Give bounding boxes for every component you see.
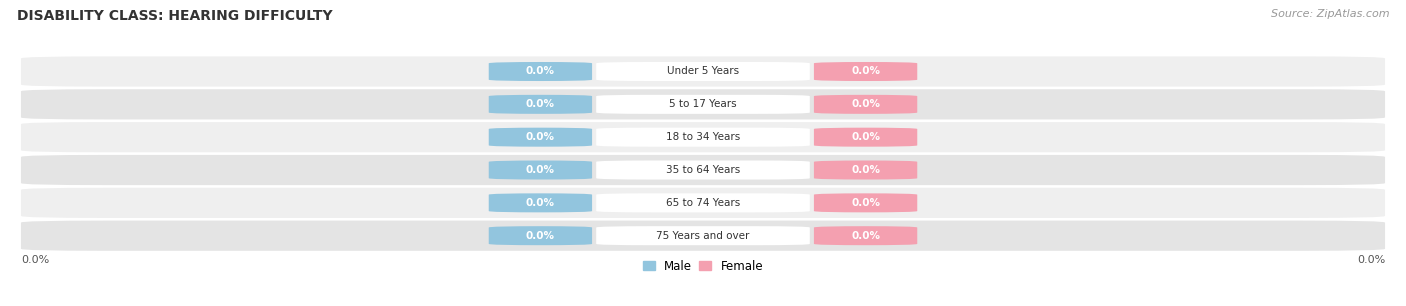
Text: 0.0%: 0.0% — [21, 255, 49, 265]
FancyBboxPatch shape — [489, 95, 592, 114]
Text: 0.0%: 0.0% — [526, 165, 555, 175]
FancyBboxPatch shape — [596, 128, 810, 147]
FancyBboxPatch shape — [21, 188, 1385, 218]
Text: 0.0%: 0.0% — [526, 231, 555, 241]
FancyBboxPatch shape — [489, 62, 592, 81]
Text: DISABILITY CLASS: HEARING DIFFICULTY: DISABILITY CLASS: HEARING DIFFICULTY — [17, 9, 332, 23]
FancyBboxPatch shape — [814, 62, 917, 81]
FancyBboxPatch shape — [814, 160, 917, 180]
Text: 0.0%: 0.0% — [526, 198, 555, 208]
Text: 0.0%: 0.0% — [851, 198, 880, 208]
Text: 18 to 34 Years: 18 to 34 Years — [666, 132, 740, 142]
Legend: Male, Female: Male, Female — [638, 255, 768, 278]
FancyBboxPatch shape — [814, 128, 917, 147]
Text: 0.0%: 0.0% — [526, 99, 555, 109]
Text: 0.0%: 0.0% — [526, 132, 555, 142]
FancyBboxPatch shape — [596, 95, 810, 114]
FancyBboxPatch shape — [814, 226, 917, 245]
Text: 35 to 64 Years: 35 to 64 Years — [666, 165, 740, 175]
FancyBboxPatch shape — [489, 193, 592, 212]
Text: 0.0%: 0.0% — [526, 66, 555, 76]
Text: Source: ZipAtlas.com: Source: ZipAtlas.com — [1271, 9, 1389, 19]
Text: 0.0%: 0.0% — [851, 132, 880, 142]
FancyBboxPatch shape — [596, 62, 810, 81]
FancyBboxPatch shape — [814, 193, 917, 212]
Text: 5 to 17 Years: 5 to 17 Years — [669, 99, 737, 109]
FancyBboxPatch shape — [596, 160, 810, 180]
Text: 0.0%: 0.0% — [1357, 255, 1385, 265]
Text: 0.0%: 0.0% — [851, 165, 880, 175]
FancyBboxPatch shape — [489, 226, 592, 245]
Text: 75 Years and over: 75 Years and over — [657, 231, 749, 241]
Text: 65 to 74 Years: 65 to 74 Years — [666, 198, 740, 208]
FancyBboxPatch shape — [21, 89, 1385, 119]
Text: 0.0%: 0.0% — [851, 66, 880, 76]
FancyBboxPatch shape — [21, 122, 1385, 152]
FancyBboxPatch shape — [489, 160, 592, 180]
FancyBboxPatch shape — [21, 221, 1385, 251]
Text: Under 5 Years: Under 5 Years — [666, 66, 740, 76]
FancyBboxPatch shape — [21, 56, 1385, 87]
Text: 0.0%: 0.0% — [851, 99, 880, 109]
FancyBboxPatch shape — [489, 128, 592, 147]
FancyBboxPatch shape — [596, 226, 810, 245]
Text: 0.0%: 0.0% — [851, 231, 880, 241]
FancyBboxPatch shape — [21, 155, 1385, 185]
FancyBboxPatch shape — [814, 95, 917, 114]
FancyBboxPatch shape — [596, 193, 810, 212]
